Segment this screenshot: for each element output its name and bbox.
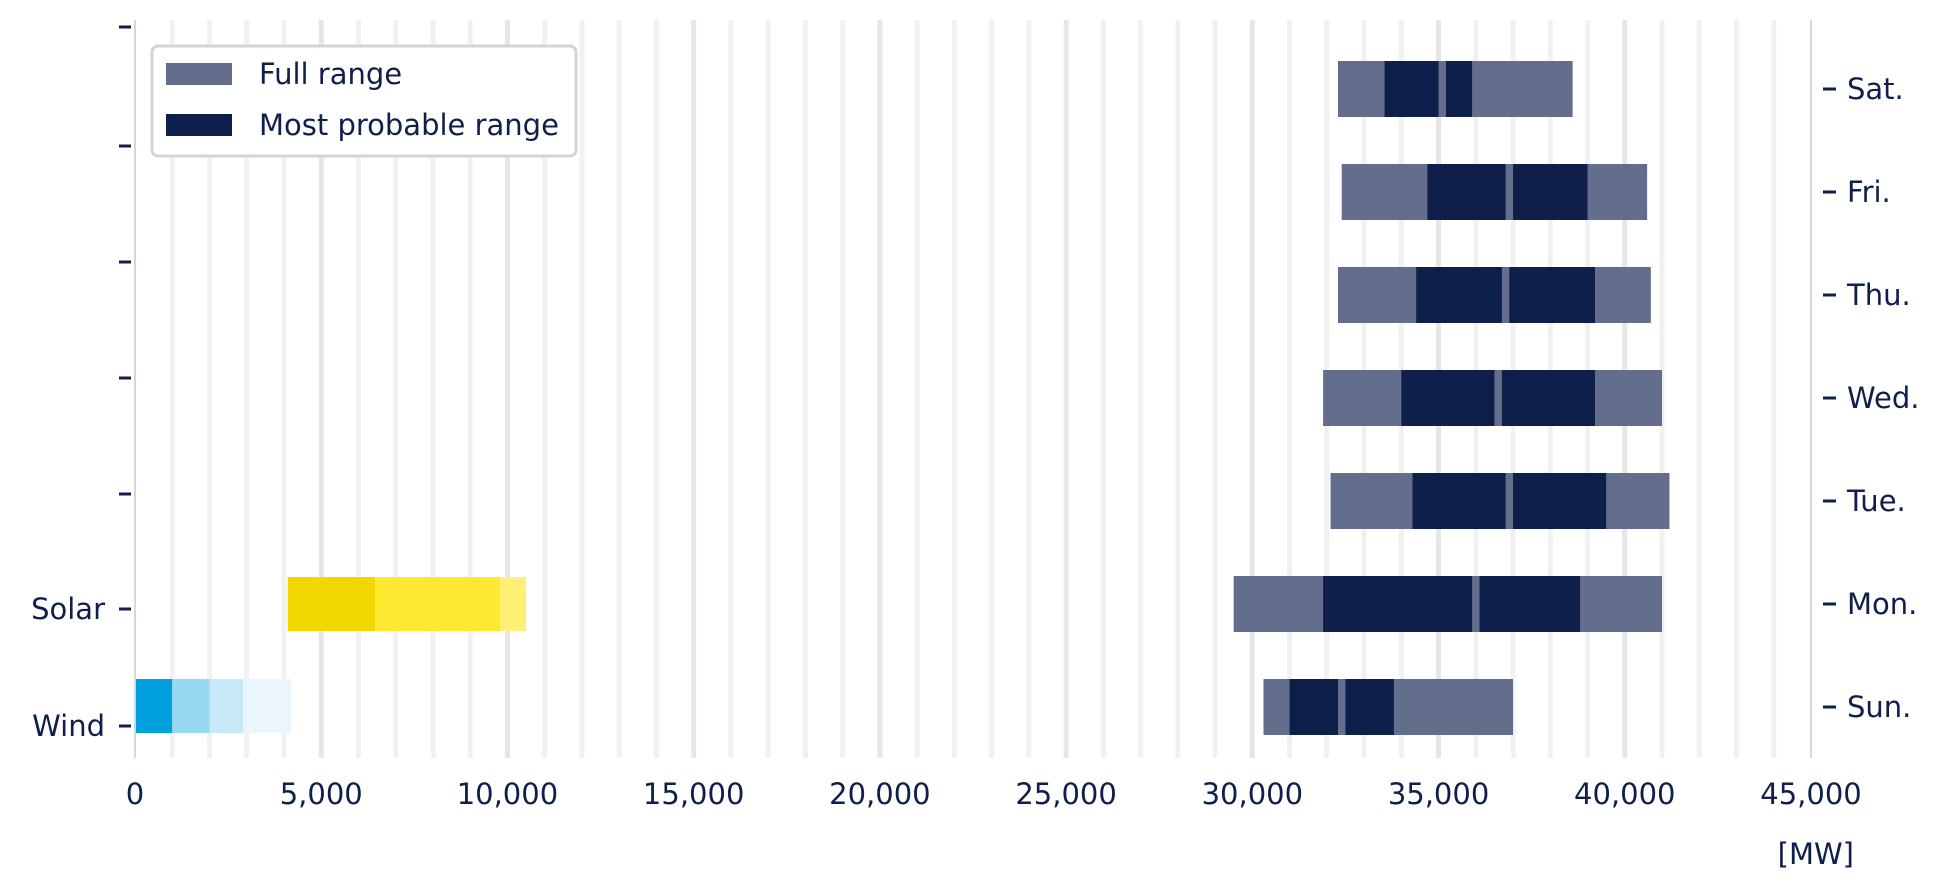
right-tick-label: Mon. (1847, 587, 1917, 621)
right-tick-label: Wed. (1847, 381, 1919, 415)
legend-box (150, 44, 578, 158)
legend-label-most-probable: Most probable range (259, 108, 559, 142)
legend: Full range Most probable range (150, 44, 578, 158)
unit-label: [MW] (1778, 837, 1854, 871)
wind-bar-segment (172, 679, 210, 733)
most-probable-bar (1513, 473, 1607, 529)
most-probable-bar (1501, 370, 1595, 426)
wind-bar-segment (135, 679, 173, 733)
axes-layer (134, 20, 1812, 758)
x-tick-label: 20,000 (829, 777, 930, 811)
most-probable-bar (1345, 679, 1394, 735)
right-tick-label: Tue. (1846, 484, 1906, 518)
x-tick-label: 45,000 (1760, 777, 1861, 811)
wind-bar-segment (209, 679, 244, 733)
right-tick-label: Fri. (1847, 175, 1891, 209)
most-probable-bar (1401, 370, 1495, 426)
solar-bar-segment (375, 577, 500, 631)
x-tick-label: 30,000 (1202, 777, 1303, 811)
most-probable-bar (1412, 473, 1506, 529)
solar-bar-segment (499, 577, 527, 631)
most-probable-bar (1416, 267, 1502, 323)
x-tick-label: 25,000 (1015, 777, 1116, 811)
bars-layer (135, 61, 1670, 735)
x-tick-label: 40,000 (1574, 777, 1675, 811)
x-tick-label: 5,000 (280, 777, 363, 811)
ticks-layer: Solar Wind Sat. Fri. Thu. Wed. Tue. Mon. Sun. 0 5,… (31, 25, 1919, 811)
legend-label-full-range: Full range (259, 57, 402, 91)
right-tick-label: Sun. (1847, 690, 1911, 724)
right-tick-label: Thu. (1846, 278, 1911, 312)
most-probable-bar (1323, 576, 1473, 632)
most-probable-bar (1513, 164, 1588, 220)
x-tick-label: 10,000 (457, 777, 558, 811)
x-tick-label: 15,000 (643, 777, 744, 811)
left-tick-label: Solar (31, 592, 105, 626)
most-probable-bar (1479, 576, 1581, 632)
most-probable-bar (1289, 679, 1338, 735)
legend-swatch-most-probable (166, 114, 232, 136)
right-tick-label: Sat. (1847, 72, 1904, 106)
most-probable-bar (1384, 61, 1439, 117)
wind-bar-segment (243, 679, 292, 733)
x-tick-label: 35,000 (1388, 777, 1489, 811)
x-tick-label: 0 (126, 777, 144, 811)
legend-swatch-full-range (166, 63, 232, 85)
most-probable-bar (1446, 61, 1473, 117)
left-tick-label: Wind (32, 709, 105, 743)
solar-bar-segment (287, 577, 376, 631)
most-probable-bar (1427, 164, 1506, 220)
most-probable-bar (1509, 267, 1595, 323)
